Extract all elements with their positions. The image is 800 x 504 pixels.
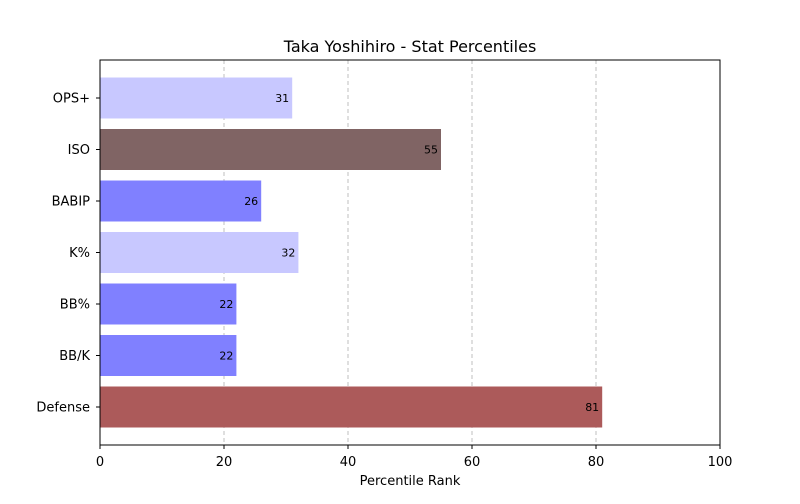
x-axis-label: Percentile Rank: [360, 474, 461, 489]
bar: [100, 232, 299, 273]
y-tick-label: ISO: [68, 143, 90, 158]
x-tick-label: 20: [216, 455, 233, 470]
x-tick-label: 0: [96, 455, 104, 470]
y-tick-label: OPS+: [53, 92, 90, 107]
y-tick-label: BB/K: [59, 349, 90, 364]
y-tick-label: BB%: [60, 298, 90, 313]
x-tick-label: 100: [708, 455, 733, 470]
x-tick-label: 40: [340, 455, 357, 470]
x-tick-label: 60: [464, 455, 481, 470]
bar-value-label: 26: [244, 195, 258, 208]
axes: OPS+ ISO BABIP K% BB% BB/K Defense 0 20 40 60 80 100: [36, 92, 732, 471]
bar: [100, 180, 262, 222]
x-tick-label: 80: [588, 455, 605, 470]
bar: [100, 129, 441, 170]
bar-value-label: 55: [424, 144, 438, 157]
bar-value-label: 31: [275, 92, 289, 105]
bar: [100, 283, 237, 325]
y-tick-label: K%: [69, 246, 90, 261]
chart-title: Taka Yoshihiro - Stat Percentiles: [283, 37, 537, 56]
bar-value-label: 81: [585, 401, 599, 414]
bar-value-label: 22: [219, 350, 233, 363]
bar-value-label: 22: [219, 298, 233, 311]
y-tick-label: BABIP: [52, 195, 91, 210]
bar: [100, 386, 603, 428]
y-tick-label: Defense: [36, 401, 90, 416]
bar: [100, 77, 293, 119]
bar-value-label: 32: [281, 247, 295, 260]
bar: [100, 335, 237, 376]
bars: 31 55 26 32 22 22 81: [100, 77, 603, 428]
